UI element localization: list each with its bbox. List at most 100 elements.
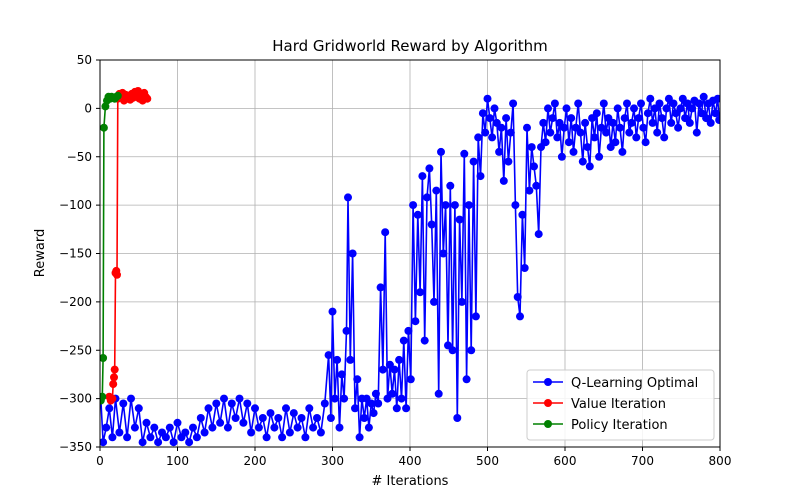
legend: Q-Learning Optimal Value Iteration Policy … <box>526 369 715 441</box>
data-point <box>448 346 457 355</box>
data-point <box>113 91 122 100</box>
data-point <box>161 433 170 442</box>
data-point <box>100 438 108 447</box>
x-axis-label: # Iterations <box>372 474 449 489</box>
data-point <box>333 355 342 364</box>
data-point <box>123 433 132 442</box>
data-point <box>569 147 578 156</box>
data-point <box>641 138 650 147</box>
data-point <box>328 307 337 316</box>
data-point <box>441 201 450 210</box>
data-point <box>541 138 550 147</box>
data-point <box>351 404 359 413</box>
data-point <box>340 394 349 403</box>
data-point <box>450 201 459 210</box>
data-point <box>397 394 406 403</box>
data-point <box>488 133 497 142</box>
data-point <box>620 114 629 123</box>
data-point <box>402 404 411 413</box>
data-point <box>695 99 704 108</box>
data-point <box>637 99 645 108</box>
data-point <box>506 128 515 137</box>
data-point <box>437 147 445 156</box>
data-point <box>618 147 627 156</box>
data-point <box>627 118 636 127</box>
data-point <box>553 133 562 142</box>
data-point <box>525 186 534 195</box>
legend-label: Value Iteration <box>571 397 666 412</box>
data-point <box>313 414 321 422</box>
x-tick-label: 200 <box>244 454 267 468</box>
data-point <box>630 104 638 113</box>
data-point <box>648 118 657 127</box>
data-point <box>667 118 676 127</box>
x-tick-label: 300 <box>321 454 344 468</box>
series-value-iteration <box>105 87 152 405</box>
series-line <box>108 90 148 402</box>
data-point <box>189 423 197 432</box>
y-axis-label: Reward <box>33 229 48 277</box>
data-point <box>711 109 720 118</box>
data-point <box>142 418 151 427</box>
x-tick-label: 600 <box>554 454 577 468</box>
data-point <box>660 133 669 142</box>
data-point <box>376 283 385 292</box>
data-point <box>469 157 478 166</box>
data-point <box>485 114 494 123</box>
data-point <box>258 414 267 422</box>
data-point <box>420 336 429 345</box>
data-point <box>150 423 159 432</box>
data-point <box>557 152 566 161</box>
data-point <box>706 118 715 127</box>
data-point <box>119 399 128 408</box>
data-point <box>353 375 362 384</box>
data-point <box>539 118 548 127</box>
data-point <box>395 355 404 364</box>
data-point <box>585 162 594 171</box>
data-point <box>409 201 418 210</box>
data-point <box>134 404 143 413</box>
ticks: 0 100 200 300 400 500 600 700 800500−50−100−150−… <box>59 53 731 468</box>
data-point <box>374 399 383 408</box>
data-point <box>476 172 485 181</box>
data-point <box>196 414 205 422</box>
data-point <box>223 423 232 432</box>
y-tick-label: −100 <box>59 198 92 212</box>
data-point <box>108 433 117 442</box>
data-point <box>520 264 529 272</box>
data-point <box>266 409 275 418</box>
data-point <box>692 128 701 137</box>
y-tick-label: −300 <box>59 392 92 406</box>
data-point <box>674 123 683 132</box>
data-point <box>564 138 573 147</box>
data-point <box>355 433 364 442</box>
legend-marker <box>544 420 552 428</box>
data-point <box>231 414 240 422</box>
data-point <box>204 404 213 413</box>
data-point <box>138 438 147 447</box>
data-point <box>181 428 190 437</box>
data-point <box>423 193 431 202</box>
data-point <box>474 133 483 142</box>
data-point <box>243 399 252 408</box>
data-point <box>416 288 425 297</box>
data-point <box>499 176 508 185</box>
data-point <box>418 172 427 181</box>
data-point <box>513 293 522 301</box>
data-point <box>406 375 415 384</box>
data-point <box>108 394 117 403</box>
data-point <box>655 99 664 108</box>
data-point <box>478 109 487 118</box>
data-point <box>247 428 256 437</box>
data-point <box>165 423 174 432</box>
data-point <box>490 104 499 113</box>
data-point <box>130 423 139 432</box>
x-tick-label: 100 <box>166 454 189 468</box>
data-point <box>309 423 318 432</box>
data-point <box>581 118 590 127</box>
legend-label: Q-Learning Optimal <box>571 376 698 391</box>
data-point <box>511 201 520 210</box>
data-point <box>143 94 152 103</box>
data-point <box>516 312 524 321</box>
data-point <box>590 133 599 142</box>
